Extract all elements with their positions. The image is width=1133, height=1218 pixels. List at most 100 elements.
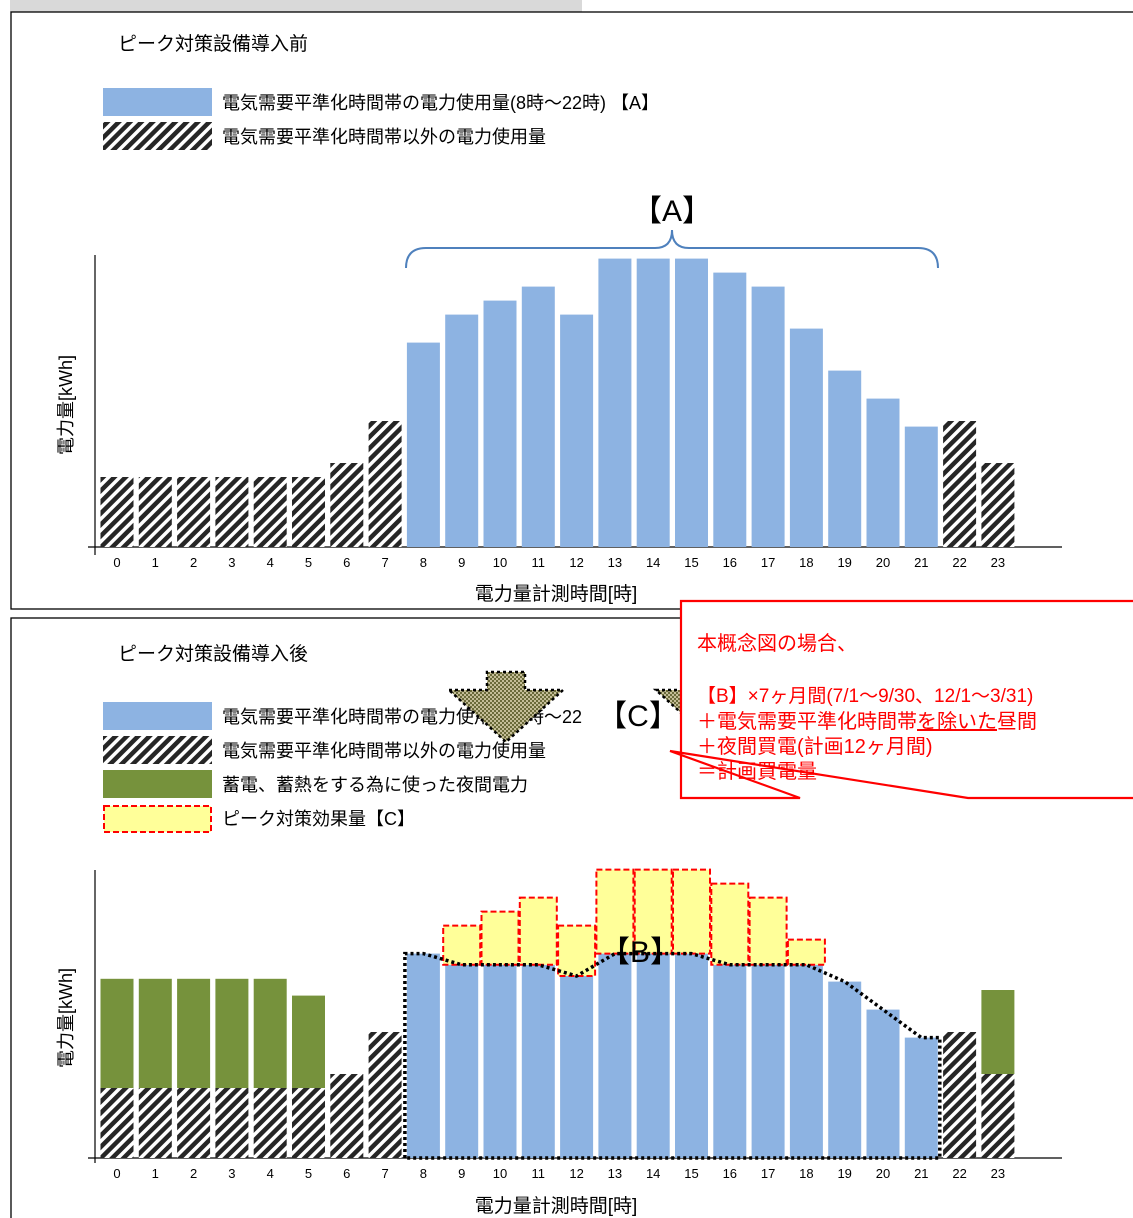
x-tick-label: 15: [684, 1166, 698, 1181]
legend-swatch-yellow: [103, 805, 212, 833]
bar-peak-usage: [751, 286, 785, 547]
x-tick-label: 12: [569, 555, 583, 570]
x-tick-label: 19: [837, 555, 851, 570]
bar-peak-usage: [483, 300, 517, 547]
bar-peak-usage: [866, 398, 900, 547]
x-tick-label: 1: [152, 555, 159, 570]
top-bars: [100, 258, 1015, 547]
legend-label-peak-effect: ピーク対策効果量【C】: [222, 809, 415, 829]
callout: 本概念図の場合、 【B】×7ヶ月間(7/1～9/30、12/1～3/31) ＋電…: [669, 599, 1133, 800]
x-tick-label: 12: [569, 1166, 583, 1181]
bar-peak-usage: [406, 953, 440, 1158]
callout-line1: 本概念図の場合、: [697, 631, 857, 655]
bar-peak-usage: [866, 1009, 900, 1158]
bar-peak-usage: [521, 286, 555, 547]
bar-offpeak-usage: [253, 477, 287, 547]
bar-night-storage: [100, 978, 134, 1088]
x-tick-label: 6: [343, 555, 350, 570]
bar-peak-usage: [904, 1037, 938, 1158]
x-tick-label: 17: [761, 1166, 775, 1181]
x-tick-label: 0: [113, 1166, 120, 1181]
bar-peak-usage: [445, 314, 479, 547]
x-tick-label: 21: [914, 1166, 928, 1181]
callout-line3-pre: ＋電気需要平準化時間帯: [697, 710, 917, 733]
x-tick-label: 18: [799, 1166, 813, 1181]
peak-effect-box: [633, 868, 673, 955]
bar-offpeak-usage: [368, 421, 402, 547]
bar-peak-usage: [789, 328, 823, 547]
bar-peak-usage: [445, 964, 479, 1158]
bar-peak-usage: [521, 964, 555, 1158]
bar-night-storage: [981, 990, 1015, 1074]
x-tick-label: 11: [532, 1166, 546, 1181]
x-tick-label: 14: [646, 555, 660, 570]
bar-offpeak-usage: [177, 477, 211, 547]
legend-label-offpeak-usage: 電気需要平準化時間帯以外の電力使用量: [222, 127, 546, 147]
x-tick-label: 2: [190, 1166, 197, 1181]
bar-peak-usage: [751, 964, 785, 1158]
top-x-label: 電力量計測時間[時]: [475, 583, 638, 605]
x-tick-label: 18: [799, 555, 813, 570]
bar-offpeak-usage: [100, 1088, 134, 1158]
bar-night-storage: [177, 978, 211, 1088]
x-tick-label: 7: [381, 1166, 388, 1181]
peak-effect-boxes: [442, 868, 826, 977]
bar-offpeak-usage: [330, 463, 364, 547]
window-top-strip: [10, 0, 582, 12]
bar-peak-usage: [828, 981, 862, 1158]
x-tick-label: 19: [837, 1166, 851, 1181]
brace-label-a: 【A】: [632, 195, 712, 228]
x-tick-label: 22: [952, 1166, 966, 1181]
top-panel-title: ピーク対策設備導入前: [118, 33, 308, 55]
legend-label-peak-usage: 電気需要平準化時間帯の電力使用量(8時～22時) 【A】: [222, 93, 659, 113]
x-tick-label: 14: [646, 1166, 660, 1181]
x-tick-label: 16: [723, 555, 737, 570]
bar-peak-usage: [560, 314, 594, 547]
legend-swatch-blue: [103, 702, 212, 730]
bar-peak-usage: [904, 426, 938, 547]
bar-night-storage: [292, 995, 325, 1088]
x-tick-label: 5: [305, 1166, 312, 1181]
x-tick-label: 10: [493, 555, 507, 570]
x-tick-label: 21: [914, 555, 928, 570]
bar-offpeak-usage: [292, 1088, 325, 1158]
legend-swatch-hatch: [103, 122, 212, 150]
bar-offpeak-usage: [138, 1088, 172, 1158]
bar-offpeak-usage: [253, 1088, 287, 1158]
x-tick-label: 6: [343, 1166, 350, 1181]
x-tick-label: 23: [991, 555, 1005, 570]
x-tick-label: 15: [684, 555, 698, 570]
label-b: 【B】: [600, 936, 680, 969]
x-tick-label: 9: [458, 1166, 465, 1181]
bottom-panel-title: ピーク対策設備導入後: [118, 643, 308, 665]
bar-offpeak-usage: [100, 477, 134, 547]
x-tick-label: 11: [532, 555, 546, 570]
bar-offpeak-usage: [215, 1088, 249, 1158]
bar-peak-usage: [713, 272, 747, 547]
peak-effect-box: [595, 868, 635, 955]
profile-b-outline: [403, 951, 942, 1160]
bar-offpeak-usage: [981, 1074, 1015, 1158]
top-tick-labels: 0 1 2 3 4 5 6 7 8 9 10 11 12 13 14 15 16 17 18 19 20 21 22 23: [113, 555, 1005, 570]
x-tick-label: 20: [876, 1166, 890, 1181]
bar-offpeak-usage: [138, 477, 172, 547]
callout-line4: ＋夜間買電(計画12ヶ月間): [697, 735, 933, 758]
top-legend: 電気需要平準化時間帯の電力使用量(8時～22時) 【A】 電気需要平準化時間帯以…: [103, 88, 659, 150]
x-tick-label: 13: [608, 555, 622, 570]
bar-peak-usage: [828, 370, 862, 547]
bar-offpeak-usage: [215, 477, 249, 547]
x-tick-label: 5: [305, 555, 312, 570]
callout-line5: ＝計画買電量: [697, 760, 817, 783]
bar-peak-usage: [560, 976, 594, 1158]
peak-effect-box: [557, 924, 597, 977]
x-tick-label: 8: [420, 555, 427, 570]
peak-effect-box: [442, 924, 482, 966]
callout-line3: ＋電気需要平準化時間帯を除いた昼間: [697, 710, 1037, 733]
peak-effect-box: [672, 868, 711, 955]
bar-peak-usage: [713, 964, 747, 1158]
bottom-tick-labels: 0 1 2 3 4 5 6 7 8 9 10 11 12 13 14 15 16 17 18 19 20 21 22 23: [113, 1166, 1005, 1181]
bottom-bars: [100, 953, 1015, 1158]
peak-effect-box: [786, 938, 826, 966]
bottom-x-label: 電力量計測時間[時]: [475, 1195, 638, 1217]
